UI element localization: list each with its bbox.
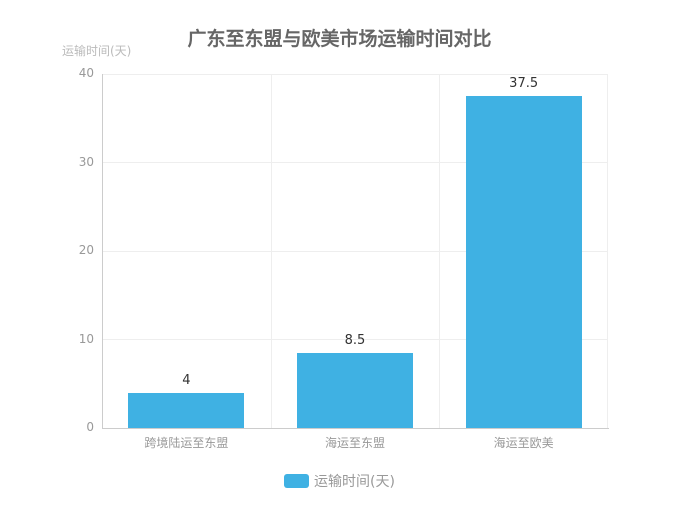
- category-separator: [607, 74, 608, 428]
- bar-value-label: 8.5: [344, 332, 366, 348]
- gridline-20: [102, 251, 608, 252]
- y-axis-title: 运输时间(天): [62, 44, 132, 58]
- x-axis-line: [102, 428, 609, 429]
- plot-area: 4 8.5 37.5: [102, 74, 609, 429]
- y-axis-line: [102, 74, 103, 429]
- category-separator: [439, 74, 440, 428]
- x-tick-label: 海运至东盟: [324, 436, 385, 450]
- y-tick-label: 0: [86, 420, 94, 434]
- y-tick-label: 20: [78, 243, 94, 257]
- bar-sea-europe-america[interactable]: [465, 96, 582, 428]
- y-tick-label: 30: [78, 155, 94, 169]
- gridline-10: [102, 339, 608, 340]
- bar-value-label: 4: [182, 372, 191, 388]
- bar-sea-asean[interactable]: [297, 352, 413, 428]
- chart-title: 广东至东盟与欧美市场运输时间对比: [187, 28, 492, 50]
- bar-cross-border-land-asean[interactable]: [128, 392, 245, 428]
- category-separator: [271, 74, 272, 428]
- legend-swatch-icon: [284, 474, 310, 488]
- gridline-30: [102, 162, 608, 163]
- gridline-40: [102, 74, 608, 75]
- y-tick-label: 10: [78, 332, 94, 346]
- x-tick-label: 海运至欧美: [493, 436, 554, 450]
- y-tick-label: 40: [78, 66, 94, 80]
- legend: 运输时间(天): [0, 471, 679, 491]
- legend-label: 运输时间(天): [314, 474, 395, 490]
- legend-item[interactable]: 运输时间(天): [284, 471, 395, 491]
- x-tick-label: 跨境陆运至东盟: [144, 436, 229, 450]
- bar-value-label: 37.5: [509, 76, 539, 92]
